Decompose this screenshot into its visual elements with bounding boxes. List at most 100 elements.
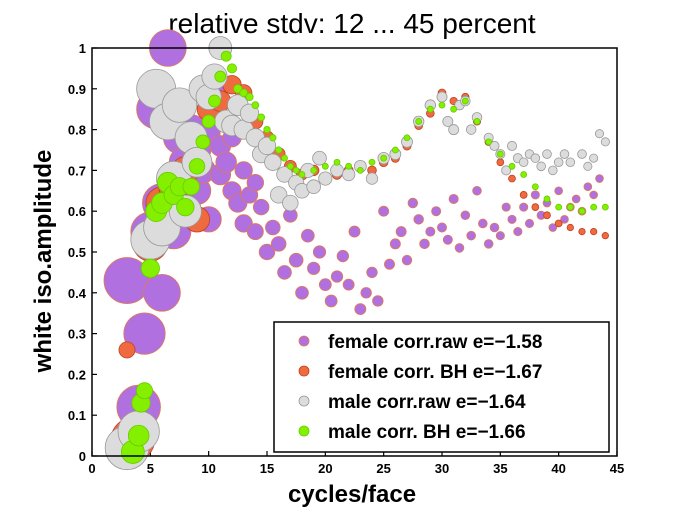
data-point (524, 218, 535, 228)
y-tick-label: 0.9 (68, 82, 86, 97)
data-point (554, 219, 563, 228)
data-point (188, 158, 206, 175)
data-point (239, 88, 248, 98)
data-point (245, 92, 254, 102)
data-point (536, 161, 546, 172)
y-tick-label: 1 (79, 41, 86, 56)
legend-marker (298, 365, 310, 377)
data-point (478, 218, 488, 229)
data-point (356, 166, 364, 174)
data-point (578, 207, 586, 215)
data-point (501, 202, 511, 212)
x-tick-label: 25 (376, 461, 390, 476)
data-point (118, 341, 136, 359)
data-point (366, 266, 378, 279)
y-tick-label: 0.2 (68, 367, 86, 382)
data-point (123, 312, 166, 355)
data-point (312, 150, 327, 166)
data-point (506, 140, 517, 151)
data-point (583, 161, 593, 171)
data-point (276, 166, 293, 183)
data-point (566, 203, 574, 211)
data-point (140, 258, 160, 278)
data-point (306, 179, 321, 195)
data-point (590, 203, 598, 211)
data-point (342, 167, 356, 182)
data-point (333, 158, 341, 166)
data-point (508, 174, 516, 183)
y-tick-label: 0.6 (68, 204, 86, 219)
data-point (201, 114, 216, 129)
data-point (501, 165, 512, 176)
data-point (419, 238, 430, 250)
data-point (208, 94, 221, 108)
data-point (127, 424, 150, 447)
y-tick-label: 0.5 (68, 245, 86, 260)
data-point (354, 303, 367, 316)
x-tick-label: 30 (435, 461, 449, 476)
data-point (263, 125, 271, 134)
data-point (384, 258, 395, 270)
data-point (466, 230, 476, 241)
plot-frame (91, 47, 618, 457)
data-point (530, 190, 540, 200)
data-point (214, 70, 227, 83)
data-point (496, 158, 505, 167)
axis-ticks: 0 5 10 15 20 25 30 35 40 45 0 0.1 0.2 0.3 0.4 0.5 0.6 0.7… (68, 41, 624, 476)
data-point (195, 134, 211, 150)
data-point (348, 225, 361, 238)
data-point (234, 161, 253, 180)
data-point (583, 182, 593, 192)
data-point (257, 113, 266, 122)
y-axis-label: white iso.amplitude (30, 150, 57, 374)
data-point (553, 157, 564, 168)
data-point (460, 210, 471, 221)
data-point (395, 226, 407, 238)
data-point (360, 287, 372, 299)
x-tick-label: 10 (201, 461, 215, 476)
x-tick-label: 20 (318, 461, 332, 476)
data-point (518, 157, 529, 168)
data-point (415, 118, 423, 125)
data-point (571, 194, 581, 204)
x-axis-label: cycles/face (288, 481, 416, 508)
data-point (560, 215, 569, 224)
data-point (295, 285, 309, 300)
data-point (590, 227, 598, 236)
data-points (103, 29, 610, 471)
data-point (508, 162, 516, 170)
data-point (431, 206, 442, 217)
data-point (312, 245, 327, 259)
data-point (454, 243, 465, 253)
data-point (496, 150, 504, 158)
series-2 (104, 36, 610, 471)
data-point (281, 154, 288, 162)
y-tick-label: 0.1 (68, 408, 86, 423)
data-point (461, 97, 469, 105)
data-point (300, 228, 315, 243)
data-point (495, 231, 505, 241)
data-point (513, 227, 523, 237)
data-point (251, 101, 260, 109)
data-point (307, 261, 321, 275)
data-point (601, 232, 609, 240)
data-point (507, 214, 517, 224)
x-tick-label: 15 (260, 461, 274, 476)
data-point (257, 136, 277, 156)
data-point (401, 254, 413, 266)
data-point (413, 214, 424, 225)
data-point (520, 171, 528, 178)
chart-title: relative stdv: 12 ... 45 percent (168, 8, 536, 39)
y-tick-label: 0.3 (68, 327, 86, 342)
data-point (519, 202, 529, 212)
data-point (265, 219, 281, 236)
data-point (531, 203, 540, 211)
legend-label: male corr. BH e=−1.66 (328, 422, 526, 443)
data-point (365, 172, 379, 185)
legend-label: male corr.raw e=−1.64 (328, 392, 526, 413)
data-point (246, 173, 265, 192)
data-point (577, 149, 587, 159)
data-point (275, 146, 283, 154)
data-point (543, 195, 551, 203)
data-point (318, 278, 332, 292)
